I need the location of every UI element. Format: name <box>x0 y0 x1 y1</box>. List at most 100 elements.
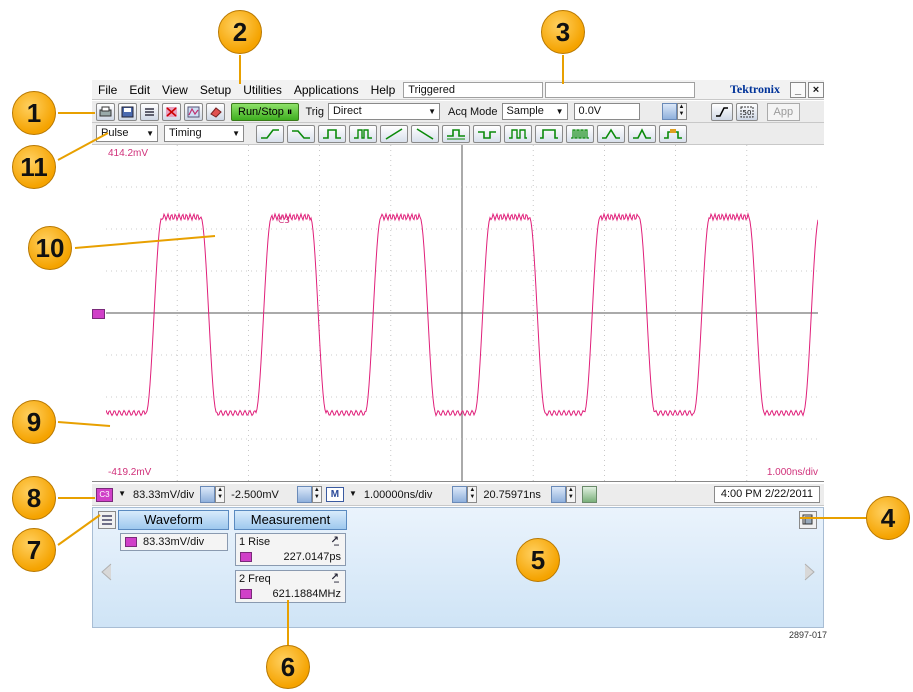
acq-mode-value: Sample <box>506 105 544 117</box>
menu-bar: File Edit View Setup Utilities Applicati… <box>92 80 824 100</box>
callout-7: 7 <box>12 528 56 572</box>
trigger-level-field[interactable]: 0.0V <box>573 103 640 120</box>
acq-mode-select[interactable]: Sample ▼ <box>501 103 568 120</box>
autoset-icon[interactable]: 50 <box>735 102 758 121</box>
positive-pulse-icon[interactable] <box>318 124 346 143</box>
runt-negative-icon[interactable] <box>628 124 656 143</box>
runt-positive-icon[interactable] <box>597 124 625 143</box>
hscale-spinner[interactable]: ▲ ▼ <box>467 486 478 503</box>
rising-edge-icon[interactable] <box>256 124 284 143</box>
calculator-icon[interactable] <box>296 486 312 503</box>
menu-view[interactable]: View <box>162 82 188 97</box>
print-icon[interactable] <box>96 102 115 121</box>
calculator-icon[interactable] <box>661 103 677 120</box>
run-stop-button[interactable]: Run/Stop ⏸ <box>231 102 300 121</box>
delay-spinner[interactable]: ▲ ▼ <box>565 486 576 503</box>
measurement-name: 2 Freq <box>239 573 271 585</box>
trigger-slope-icon[interactable] <box>710 102 733 121</box>
positive-pulse-dual-icon[interactable] <box>349 124 377 143</box>
horizontal-scale[interactable]: 1.00000ns/div <box>363 488 433 501</box>
chevron-down-icon: ▼ <box>348 489 357 498</box>
trig-source-select[interactable]: Direct ▼ <box>327 103 440 120</box>
trigger-class-select[interactable]: Timing ▼ <box>164 125 244 142</box>
results-panel: Waveform Measurement 83.33mV/div 1 Rise … <box>92 507 824 628</box>
eraser-icon[interactable] <box>206 102 225 121</box>
calculator-icon[interactable] <box>452 486 468 503</box>
timeout-icon[interactable] <box>659 124 687 143</box>
callout-10: 10 <box>28 226 72 270</box>
menu-utilities[interactable]: Utilities <box>243 82 282 97</box>
horizontal-delay[interactable]: 20.75971ns <box>483 488 541 501</box>
measure-select-icon[interactable] <box>140 102 159 121</box>
trig-source-value: Direct <box>332 105 362 117</box>
callout-1: 1 <box>12 91 56 135</box>
date-time: 4:00 PM 2/22/2011 <box>713 486 820 503</box>
chevron-down-icon: ▼ <box>555 107 564 116</box>
waveform-trace <box>106 212 818 418</box>
math-badge[interactable]: M <box>325 487 344 502</box>
menu-applications[interactable]: Applications <box>293 82 359 97</box>
measurement-rise[interactable]: 1 Rise ↗̲ 227.0147ps <box>235 533 346 566</box>
chevron-down-icon: ▼ <box>428 107 436 116</box>
waveform-readout[interactable]: 83.33mV/div <box>120 533 228 551</box>
callout-2: 2 <box>218 10 262 54</box>
tab-measurement[interactable]: Measurement <box>234 510 347 530</box>
bottom-scale-label: -419.2mV <box>108 467 152 478</box>
channel-badge <box>240 589 252 599</box>
math-select[interactable]: ▼ <box>344 486 358 503</box>
vscale-spinner[interactable]: ▲ ▼ <box>215 486 226 503</box>
negative-glitch-icon[interactable] <box>473 124 501 143</box>
run-stop-label: Run/Stop <box>238 105 284 118</box>
burst-icon[interactable] <box>566 124 594 143</box>
rise-measure-icon: ↗̲ <box>330 535 339 546</box>
menu-edit[interactable]: Edit <box>129 82 151 97</box>
measurement-value: 621.1884MHz <box>272 588 342 600</box>
channel-ground-marker[interactable] <box>92 309 105 319</box>
trigger-class-value: Timing <box>169 127 202 139</box>
falling-edge-icon[interactable] <box>287 124 315 143</box>
pulse-train-icon[interactable] <box>504 124 532 143</box>
calculator-icon[interactable] <box>200 486 216 503</box>
minimize-button[interactable]: _ <box>790 81 806 98</box>
scroll-right-icon[interactable] <box>803 562 817 582</box>
trigger-type-select[interactable]: Pulse ▼ <box>96 125 158 142</box>
channel-badge[interactable]: C3 <box>96 487 113 502</box>
channel-bar: C3 ▼ 83.33mV/div ▲ ▼ -2.500mV ▲ ▼ M ▼ 1.00… <box>92 484 824 506</box>
clear-icon[interactable] <box>162 102 181 121</box>
channel-badge <box>125 537 137 547</box>
results-menu-icon[interactable] <box>98 511 116 529</box>
close-button[interactable]: × <box>808 81 824 98</box>
wide-pulse-icon[interactable] <box>535 124 563 143</box>
trig-label: Trig <box>305 105 324 118</box>
brand-logo: Tektronix <box>729 82 780 96</box>
calculator-icon[interactable] <box>550 486 566 503</box>
vertical-offset[interactable]: -2.500mV <box>231 488 279 501</box>
scroll-left-icon[interactable] <box>99 562 113 582</box>
thermometer-icon[interactable] <box>581 486 597 503</box>
rise-slope-icon[interactable] <box>380 124 408 143</box>
menu-help[interactable]: Help <box>370 82 396 97</box>
offset-spinner[interactable]: ▲ ▼ <box>311 486 322 503</box>
app-button[interactable]: App <box>766 102 801 121</box>
vertical-scale[interactable]: 83.33mV/div <box>133 488 195 501</box>
menu-file[interactable]: File <box>98 82 118 97</box>
waveform-icon[interactable] <box>184 102 203 121</box>
status-message-area <box>545 81 696 98</box>
fall-slope-icon[interactable] <box>411 124 439 143</box>
save-icon[interactable] <box>118 102 137 121</box>
window-toggle-icon[interactable] <box>799 511 817 529</box>
channel-select[interactable]: ▼ <box>113 486 127 503</box>
chevron-down-icon: ▼ <box>118 489 126 498</box>
positive-glitch-icon[interactable] <box>442 124 470 143</box>
tab-waveform[interactable]: Waveform <box>118 510 229 530</box>
timebase-label: 1.000ns/div <box>766 467 818 478</box>
measurement-freq[interactable]: 2 Freq ↗̲ 621.1884MHz <box>235 570 346 603</box>
trigger-type-value: Pulse <box>101 127 129 139</box>
level-spinner[interactable]: ▲ ▼ <box>676 103 687 120</box>
callout-4: 4 <box>866 496 910 540</box>
graticule-grid: C3 <box>106 145 818 481</box>
menu-setup[interactable]: Setup <box>199 82 232 97</box>
callout-11: 11 <box>12 145 56 189</box>
waveform-display[interactable]: C3 414.2mV -419.2mV 1.000ns/div <box>92 145 824 482</box>
